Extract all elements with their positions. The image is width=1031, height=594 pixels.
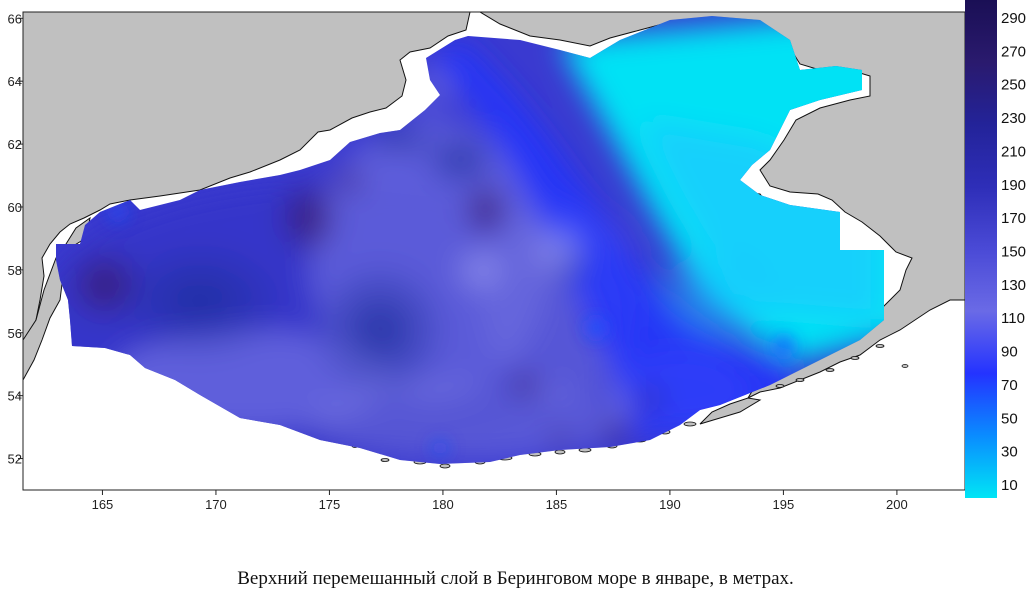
colorbar-tick-label: 290 xyxy=(1001,10,1026,27)
y-tick-label: 64 xyxy=(8,74,22,89)
colorbar-tick-label: 50 xyxy=(1001,410,1018,427)
x-tick-label: 170 xyxy=(205,497,227,512)
y-tick-label: 66 xyxy=(8,11,22,26)
land-chukotka xyxy=(23,12,471,351)
x-tick-label: 165 xyxy=(92,497,114,512)
x-tick-label: 195 xyxy=(773,497,795,512)
x-tick-label: 175 xyxy=(319,497,341,512)
colorbar-tick-label: 250 xyxy=(1001,77,1026,94)
x-tick-label: 180 xyxy=(432,497,454,512)
colorbar-tick-label: 30 xyxy=(1001,444,1018,461)
y-tick-label: 52 xyxy=(8,452,22,467)
map-axes: 165 170 175 180 185 190 195 200 52 54 56 58 60 62 64 66 xyxy=(8,11,908,512)
y-tick-label: 58 xyxy=(8,263,22,278)
colorbar-tick-label: 230 xyxy=(1001,110,1026,127)
colorbar-tick-label: 170 xyxy=(1001,210,1026,227)
colorbar-tick-label: 90 xyxy=(1001,344,1018,361)
land-alaska-peninsula xyxy=(699,397,762,425)
colorbar-gradient xyxy=(965,0,997,498)
x-tick-label: 200 xyxy=(886,497,908,512)
y-tick-label: 62 xyxy=(8,137,22,152)
colorbar-tick-label: 10 xyxy=(1001,477,1018,494)
colorbar-tick-label: 130 xyxy=(1001,277,1026,294)
y-tick-label: 56 xyxy=(8,326,22,341)
colorbar-tick-label: 70 xyxy=(1001,377,1018,394)
colorbar-tick-label: 210 xyxy=(1001,143,1026,160)
figure-caption: Верхний перемешанный слой в Беринговом м… xyxy=(237,568,794,589)
colorbar-tick-label: 110 xyxy=(1001,310,1025,327)
colorbar: 290 270 250 230 210 190 170 150 130 110 90 70 50 30 10 xyxy=(965,0,1026,498)
x-tick-label: 190 xyxy=(659,497,681,512)
colorbar-tick-label: 150 xyxy=(1001,244,1026,261)
y-tick-label: 54 xyxy=(8,389,22,404)
x-tick-label: 185 xyxy=(546,497,568,512)
y-tick-label: 60 xyxy=(8,200,22,215)
colorbar-tick-label: 270 xyxy=(1001,43,1026,60)
colorbar-tick-label: 190 xyxy=(1001,177,1026,194)
